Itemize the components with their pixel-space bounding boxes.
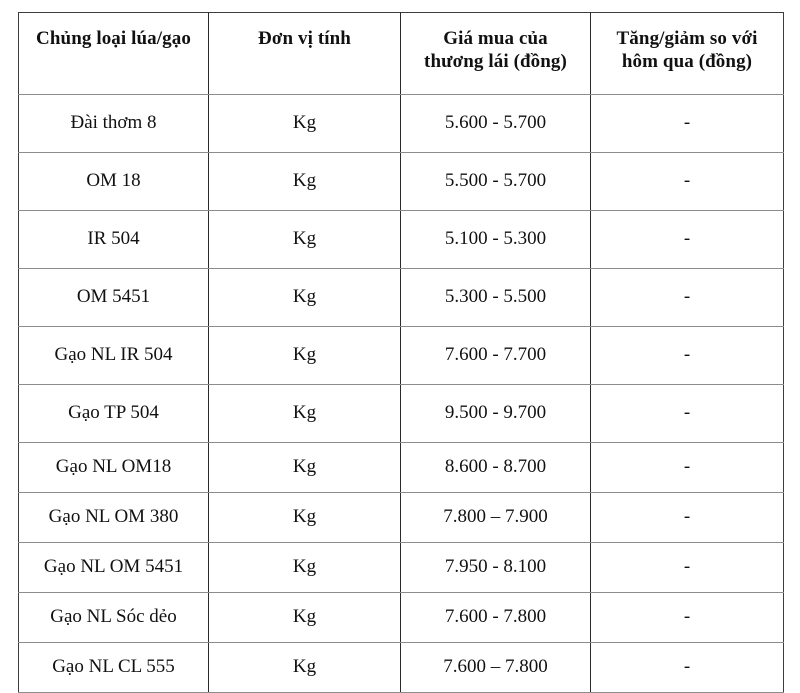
cell-product: Gạo NL Sóc dẻo bbox=[18, 592, 209, 643]
table-header: Chủng loại lúa/gạo Đơn vị tính Giá mua c… bbox=[18, 12, 784, 95]
cell-unit: Kg bbox=[208, 268, 401, 327]
table-row: Gạo NL IR 504 Kg 7.600 - 7.700 - bbox=[18, 326, 784, 385]
cell-unit: Kg bbox=[208, 384, 401, 443]
cell-unit: Kg bbox=[208, 542, 401, 593]
cell-unit: Kg bbox=[208, 152, 401, 211]
cell-unit: Kg bbox=[208, 442, 401, 493]
cell-product: Đài thơm 8 bbox=[18, 94, 209, 153]
column-header-price: Giá mua của thương lái (đồng) bbox=[400, 12, 591, 95]
column-header-price-line2: thương lái (đồng) bbox=[424, 51, 567, 73]
cell-change: - bbox=[590, 384, 784, 443]
cell-product: Gạo NL IR 504 bbox=[18, 326, 209, 385]
cell-product: Gạo NL CL 555 bbox=[18, 642, 209, 693]
cell-product: Gạo NL OM 380 bbox=[18, 492, 209, 543]
rice-price-table: Chủng loại lúa/gạo Đơn vị tính Giá mua c… bbox=[18, 12, 784, 693]
cell-unit: Kg bbox=[208, 326, 401, 385]
cell-change: - bbox=[590, 94, 784, 153]
cell-change: - bbox=[590, 442, 784, 493]
table-header-row: Chủng loại lúa/gạo Đơn vị tính Giá mua c… bbox=[18, 12, 784, 95]
table-row: OM 18 Kg 5.500 - 5.700 - bbox=[18, 152, 784, 211]
cell-change: - bbox=[590, 642, 784, 693]
column-header-change: Tăng/giảm so với hôm qua (đồng) bbox=[590, 12, 784, 95]
cell-product: OM 18 bbox=[18, 152, 209, 211]
price-table-container: Chủng loại lúa/gạo Đơn vị tính Giá mua c… bbox=[18, 12, 784, 693]
column-header-change-line1: Tăng/giảm so với bbox=[616, 28, 758, 49]
cell-product: OM 5451 bbox=[18, 268, 209, 327]
column-header-product-line1: Chủng loại lúa/gạo bbox=[36, 28, 191, 49]
cell-product: Gạo TP 504 bbox=[18, 384, 209, 443]
cell-price: 5.300 - 5.500 bbox=[400, 268, 591, 327]
cell-change: - bbox=[590, 152, 784, 211]
cell-change: - bbox=[590, 268, 784, 327]
cell-change: - bbox=[590, 542, 784, 593]
table-row: Gạo NL CL 555 Kg 7.600 – 7.800 - bbox=[18, 642, 784, 693]
cell-product: IR 504 bbox=[18, 210, 209, 269]
cell-price: 7.800 – 7.900 bbox=[400, 492, 591, 543]
column-header-unit: Đơn vị tính bbox=[208, 12, 401, 95]
table-row: Gạo NL Sóc dẻo Kg 7.600 - 7.800 - bbox=[18, 592, 784, 643]
cell-unit: Kg bbox=[208, 642, 401, 693]
cell-price: 9.500 - 9.700 bbox=[400, 384, 591, 443]
table-row: Gạo NL OM18 Kg 8.600 - 8.700 - bbox=[18, 442, 784, 493]
column-header-unit-line1: Đơn vị tính bbox=[258, 28, 351, 49]
cell-price: 7.600 - 7.700 bbox=[400, 326, 591, 385]
column-header-change-line2: hôm qua (đồng) bbox=[621, 51, 753, 73]
cell-price: 5.100 - 5.300 bbox=[400, 210, 591, 269]
cell-price: 5.600 - 5.700 bbox=[400, 94, 591, 153]
column-header-product: Chủng loại lúa/gạo bbox=[18, 12, 209, 95]
column-header-price-line1: Giá mua của bbox=[443, 28, 548, 49]
table-row: Gạo NL OM 380 Kg 7.800 – 7.900 - bbox=[18, 492, 784, 543]
cell-change: - bbox=[590, 210, 784, 269]
cell-unit: Kg bbox=[208, 210, 401, 269]
table-row: Gạo TP 504 Kg 9.500 - 9.700 - bbox=[18, 384, 784, 443]
cell-change: - bbox=[590, 592, 784, 643]
cell-change: - bbox=[590, 326, 784, 385]
table-body: Đài thơm 8 Kg 5.600 - 5.700 - OM 18 Kg 5… bbox=[18, 94, 784, 693]
cell-unit: Kg bbox=[208, 592, 401, 643]
cell-product: Gạo NL OM18 bbox=[18, 442, 209, 493]
cell-price: 7.600 - 7.800 bbox=[400, 592, 591, 643]
table-row: IR 504 Kg 5.100 - 5.300 - bbox=[18, 210, 784, 269]
table-row: Đài thơm 8 Kg 5.600 - 5.700 - bbox=[18, 94, 784, 153]
cell-product: Gạo NL OM 5451 bbox=[18, 542, 209, 593]
cell-price: 7.600 – 7.800 bbox=[400, 642, 591, 693]
table-row: Gạo NL OM 5451 Kg 7.950 - 8.100 - bbox=[18, 542, 784, 593]
cell-change: - bbox=[590, 492, 784, 543]
cell-unit: Kg bbox=[208, 94, 401, 153]
cell-price: 8.600 - 8.700 bbox=[400, 442, 591, 493]
table-row: OM 5451 Kg 5.300 - 5.500 - bbox=[18, 268, 784, 327]
cell-price: 7.950 - 8.100 bbox=[400, 542, 591, 593]
cell-price: 5.500 - 5.700 bbox=[400, 152, 591, 211]
cell-unit: Kg bbox=[208, 492, 401, 543]
